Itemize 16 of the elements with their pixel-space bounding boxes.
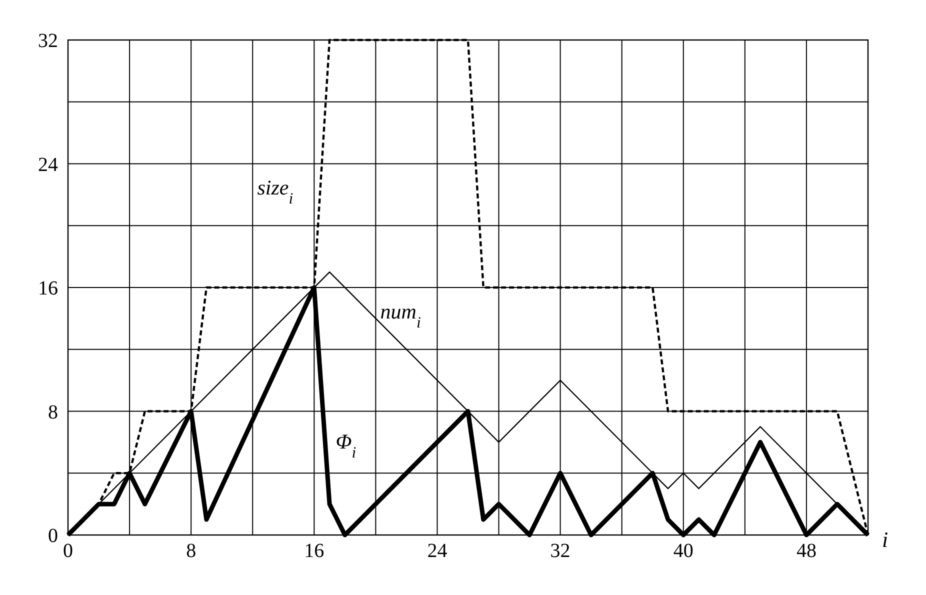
x-tick-label: 32	[550, 540, 570, 562]
x-tick-label: 40	[673, 540, 694, 562]
x-tick-label: 16	[304, 540, 324, 562]
y-tick-label: 0	[48, 525, 58, 547]
x-tick-label: 48	[796, 540, 816, 562]
series-label: Φ$_{i}$	[336, 429, 356, 461]
y-tick-label: 8	[48, 401, 58, 424]
y-tick-label: 24	[38, 154, 58, 176]
series-label: size$_{i}$	[257, 176, 294, 208]
x-tick-label: 24	[427, 540, 448, 562]
y-tick-label: 16	[38, 278, 58, 300]
x-tick-label: 0	[63, 540, 73, 562]
y-tick-label: 32	[38, 30, 58, 52]
x-tick-label: 8	[186, 540, 196, 562]
series-label: num$_{i}$	[380, 299, 421, 331]
x-axis-title: i	[882, 527, 888, 552]
